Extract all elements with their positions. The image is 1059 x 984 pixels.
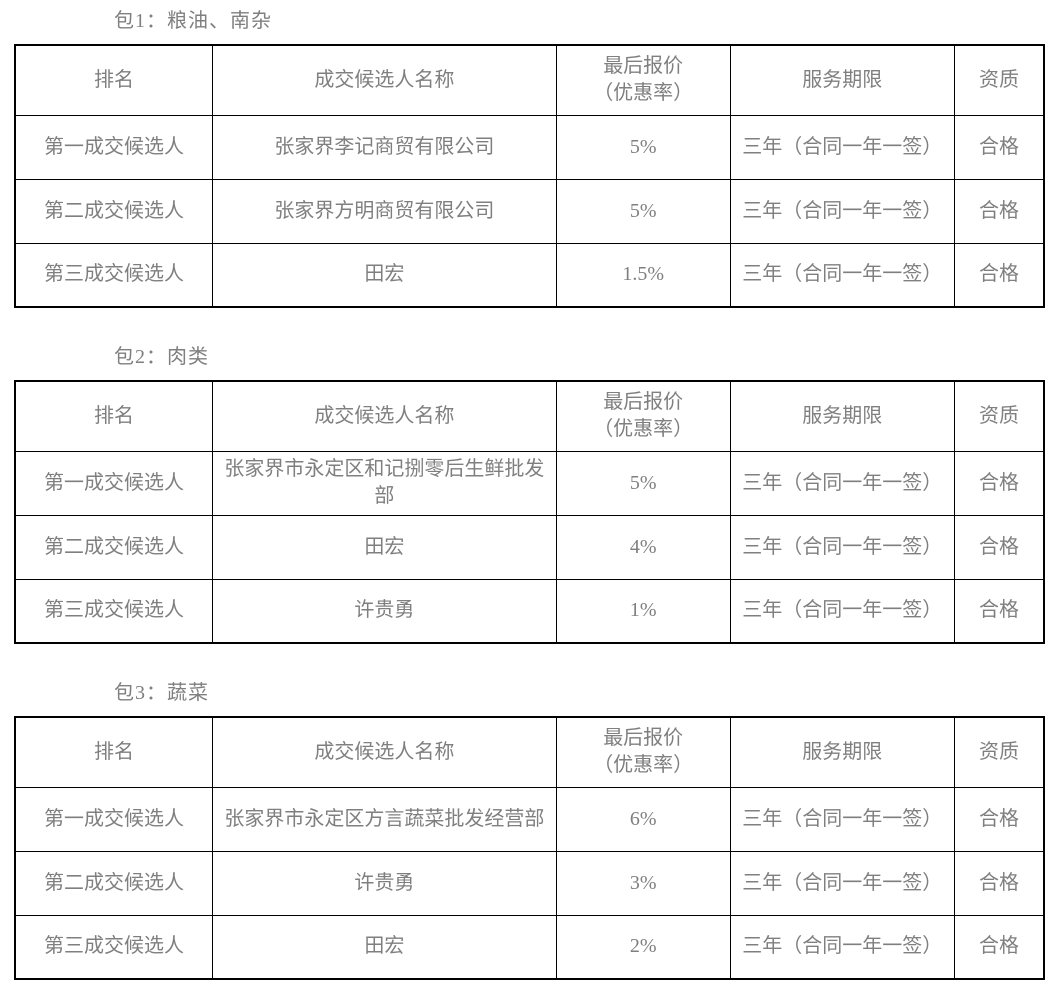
cell-term: 三年（合同一年一签） <box>729 114 955 180</box>
cell-name: 田宏 <box>212 914 557 980</box>
column-header-price: 最后报价 （优惠率） <box>555 716 731 788</box>
cell-rank: 第一成交候选人 <box>14 114 214 180</box>
cell-term: 三年（合同一年一签） <box>729 450 955 516</box>
package-block-2: 包2：肉类 排名 成交候选人名称 最后报价 （优惠率） 服务期限 资质 <box>14 346 1045 644</box>
column-header-price-line1: 最后报价 <box>603 391 684 414</box>
column-header-price-line1: 最后报价 <box>603 727 684 750</box>
table-header: 排名 成交候选人名称 最后报价 （优惠率） 服务期限 资质 <box>14 716 1045 788</box>
column-header-price-line2: （优惠率） <box>593 418 694 441</box>
table-row: 第一成交候选人 张家界市永定区方言蔬菜批发经营部 6% 三年（合同一年一签） 合… <box>14 786 1045 852</box>
cell-price: 4% <box>555 514 731 580</box>
cell-qualification: 合格 <box>953 850 1045 916</box>
table-row: 第三成交候选人 田宏 1.5% 三年（合同一年一签） 合格 <box>14 242 1045 308</box>
cell-name: 张家界方明商贸有限公司 <box>212 178 557 244</box>
table-row: 第二成交候选人 许贵勇 3% 三年（合同一年一签） 合格 <box>14 850 1045 916</box>
cell-name: 张家界市永定区方言蔬菜批发经营部 <box>212 786 557 852</box>
cell-price: 5% <box>555 178 731 244</box>
candidates-table-package1: 排名 成交候选人名称 最后报价 （优惠率） 服务期限 资质 第一成交候选人 张家… <box>14 44 1045 308</box>
cell-qualification: 合格 <box>953 786 1045 852</box>
package-block-3: 包3：蔬菜 排名 成交候选人名称 最后报价 （优惠率） 服务期限 资质 <box>14 682 1045 980</box>
column-header-qualification: 资质 <box>953 44 1045 116</box>
table-row: 第三成交候选人 田宏 2% 三年（合同一年一签） 合格 <box>14 914 1045 980</box>
table-header-row: 排名 成交候选人名称 最后报价 （优惠率） 服务期限 资质 <box>14 380 1045 452</box>
cell-term: 三年（合同一年一签） <box>729 786 955 852</box>
column-header-name: 成交候选人名称 <box>212 44 557 116</box>
cell-term: 三年（合同一年一签） <box>729 578 955 644</box>
column-header-name: 成交候选人名称 <box>212 380 557 452</box>
cell-price: 1% <box>555 578 731 644</box>
column-header-price-line2: （优惠率） <box>593 82 694 105</box>
column-header-price: 最后报价 （优惠率） <box>555 380 731 452</box>
column-header-term: 服务期限 <box>729 716 955 788</box>
cell-rank: 第一成交候选人 <box>14 450 214 516</box>
cell-term: 三年（合同一年一签） <box>729 242 955 308</box>
cell-term: 三年（合同一年一签） <box>729 178 955 244</box>
cell-qualification: 合格 <box>953 114 1045 180</box>
cell-qualification: 合格 <box>953 578 1045 644</box>
cell-name: 田宏 <box>212 242 557 308</box>
candidates-table-package2: 排名 成交候选人名称 最后报价 （优惠率） 服务期限 资质 第一成交候选人 张家… <box>14 380 1045 644</box>
table-header-row: 排名 成交候选人名称 最后报价 （优惠率） 服务期限 资质 <box>14 716 1045 788</box>
package-block-1: 包1：粮油、南杂 排名 成交候选人名称 最后报价 （优惠率） 服务期限 资质 <box>14 10 1045 308</box>
cell-name: 张家界市永定区和记捌零后生鲜批发部 <box>212 450 557 516</box>
package-title: 包2：肉类 <box>114 346 209 368</box>
package-title: 包1：粮油、南杂 <box>114 10 272 32</box>
cell-rank: 第三成交候选人 <box>14 578 214 644</box>
table-row: 第三成交候选人 许贵勇 1% 三年（合同一年一签） 合格 <box>14 578 1045 644</box>
column-header-price-line2: （优惠率） <box>593 754 694 777</box>
cell-qualification: 合格 <box>953 178 1045 244</box>
column-header-qualification: 资质 <box>953 716 1045 788</box>
cell-qualification: 合格 <box>953 514 1045 580</box>
cell-rank: 第二成交候选人 <box>14 850 214 916</box>
cell-price: 3% <box>555 850 731 916</box>
table-row: 第一成交候选人 张家界李记商贸有限公司 5% 三年（合同一年一签） 合格 <box>14 114 1045 180</box>
cell-term: 三年（合同一年一签） <box>729 914 955 980</box>
cell-price: 6% <box>555 786 731 852</box>
column-header-price-line1: 最后报价 <box>603 55 684 78</box>
table-header-row: 排名 成交候选人名称 最后报价 （优惠率） 服务期限 资质 <box>14 44 1045 116</box>
column-header-rank: 排名 <box>14 380 214 452</box>
cell-price: 2% <box>555 914 731 980</box>
cell-name: 许贵勇 <box>212 578 557 644</box>
cell-term: 三年（合同一年一签） <box>729 514 955 580</box>
cell-rank: 第二成交候选人 <box>14 514 214 580</box>
cell-price: 1.5% <box>555 242 731 308</box>
table-header: 排名 成交候选人名称 最后报价 （优惠率） 服务期限 资质 <box>14 44 1045 116</box>
column-header-price: 最后报价 （优惠率） <box>555 44 731 116</box>
cell-qualification: 合格 <box>953 450 1045 516</box>
column-header-rank: 排名 <box>14 716 214 788</box>
cell-term: 三年（合同一年一签） <box>729 850 955 916</box>
column-header-rank: 排名 <box>14 44 214 116</box>
candidates-table-package3: 排名 成交候选人名称 最后报价 （优惠率） 服务期限 资质 第一成交候选人 张家… <box>14 716 1045 980</box>
cell-rank: 第一成交候选人 <box>14 786 214 852</box>
column-header-name: 成交候选人名称 <box>212 716 557 788</box>
cell-name: 田宏 <box>212 514 557 580</box>
cell-qualification: 合格 <box>953 242 1045 308</box>
column-header-term: 服务期限 <box>729 44 955 116</box>
table-row: 第二成交候选人 田宏 4% 三年（合同一年一签） 合格 <box>14 514 1045 580</box>
cell-rank: 第三成交候选人 <box>14 914 214 980</box>
cell-qualification: 合格 <box>953 914 1045 980</box>
cell-rank: 第三成交候选人 <box>14 242 214 308</box>
cell-price: 5% <box>555 114 731 180</box>
table-row: 第一成交候选人 张家界市永定区和记捌零后生鲜批发部 5% 三年（合同一年一签） … <box>14 450 1045 516</box>
package-title: 包3：蔬菜 <box>114 682 209 704</box>
column-header-term: 服务期限 <box>729 380 955 452</box>
table-row: 第二成交候选人 张家界方明商贸有限公司 5% 三年（合同一年一签） 合格 <box>14 178 1045 244</box>
cell-name: 张家界李记商贸有限公司 <box>212 114 557 180</box>
cell-rank: 第二成交候选人 <box>14 178 214 244</box>
cell-price: 5% <box>555 450 731 516</box>
cell-name: 许贵勇 <box>212 850 557 916</box>
table-header: 排名 成交候选人名称 最后报价 （优惠率） 服务期限 资质 <box>14 380 1045 452</box>
column-header-qualification: 资质 <box>953 380 1045 452</box>
